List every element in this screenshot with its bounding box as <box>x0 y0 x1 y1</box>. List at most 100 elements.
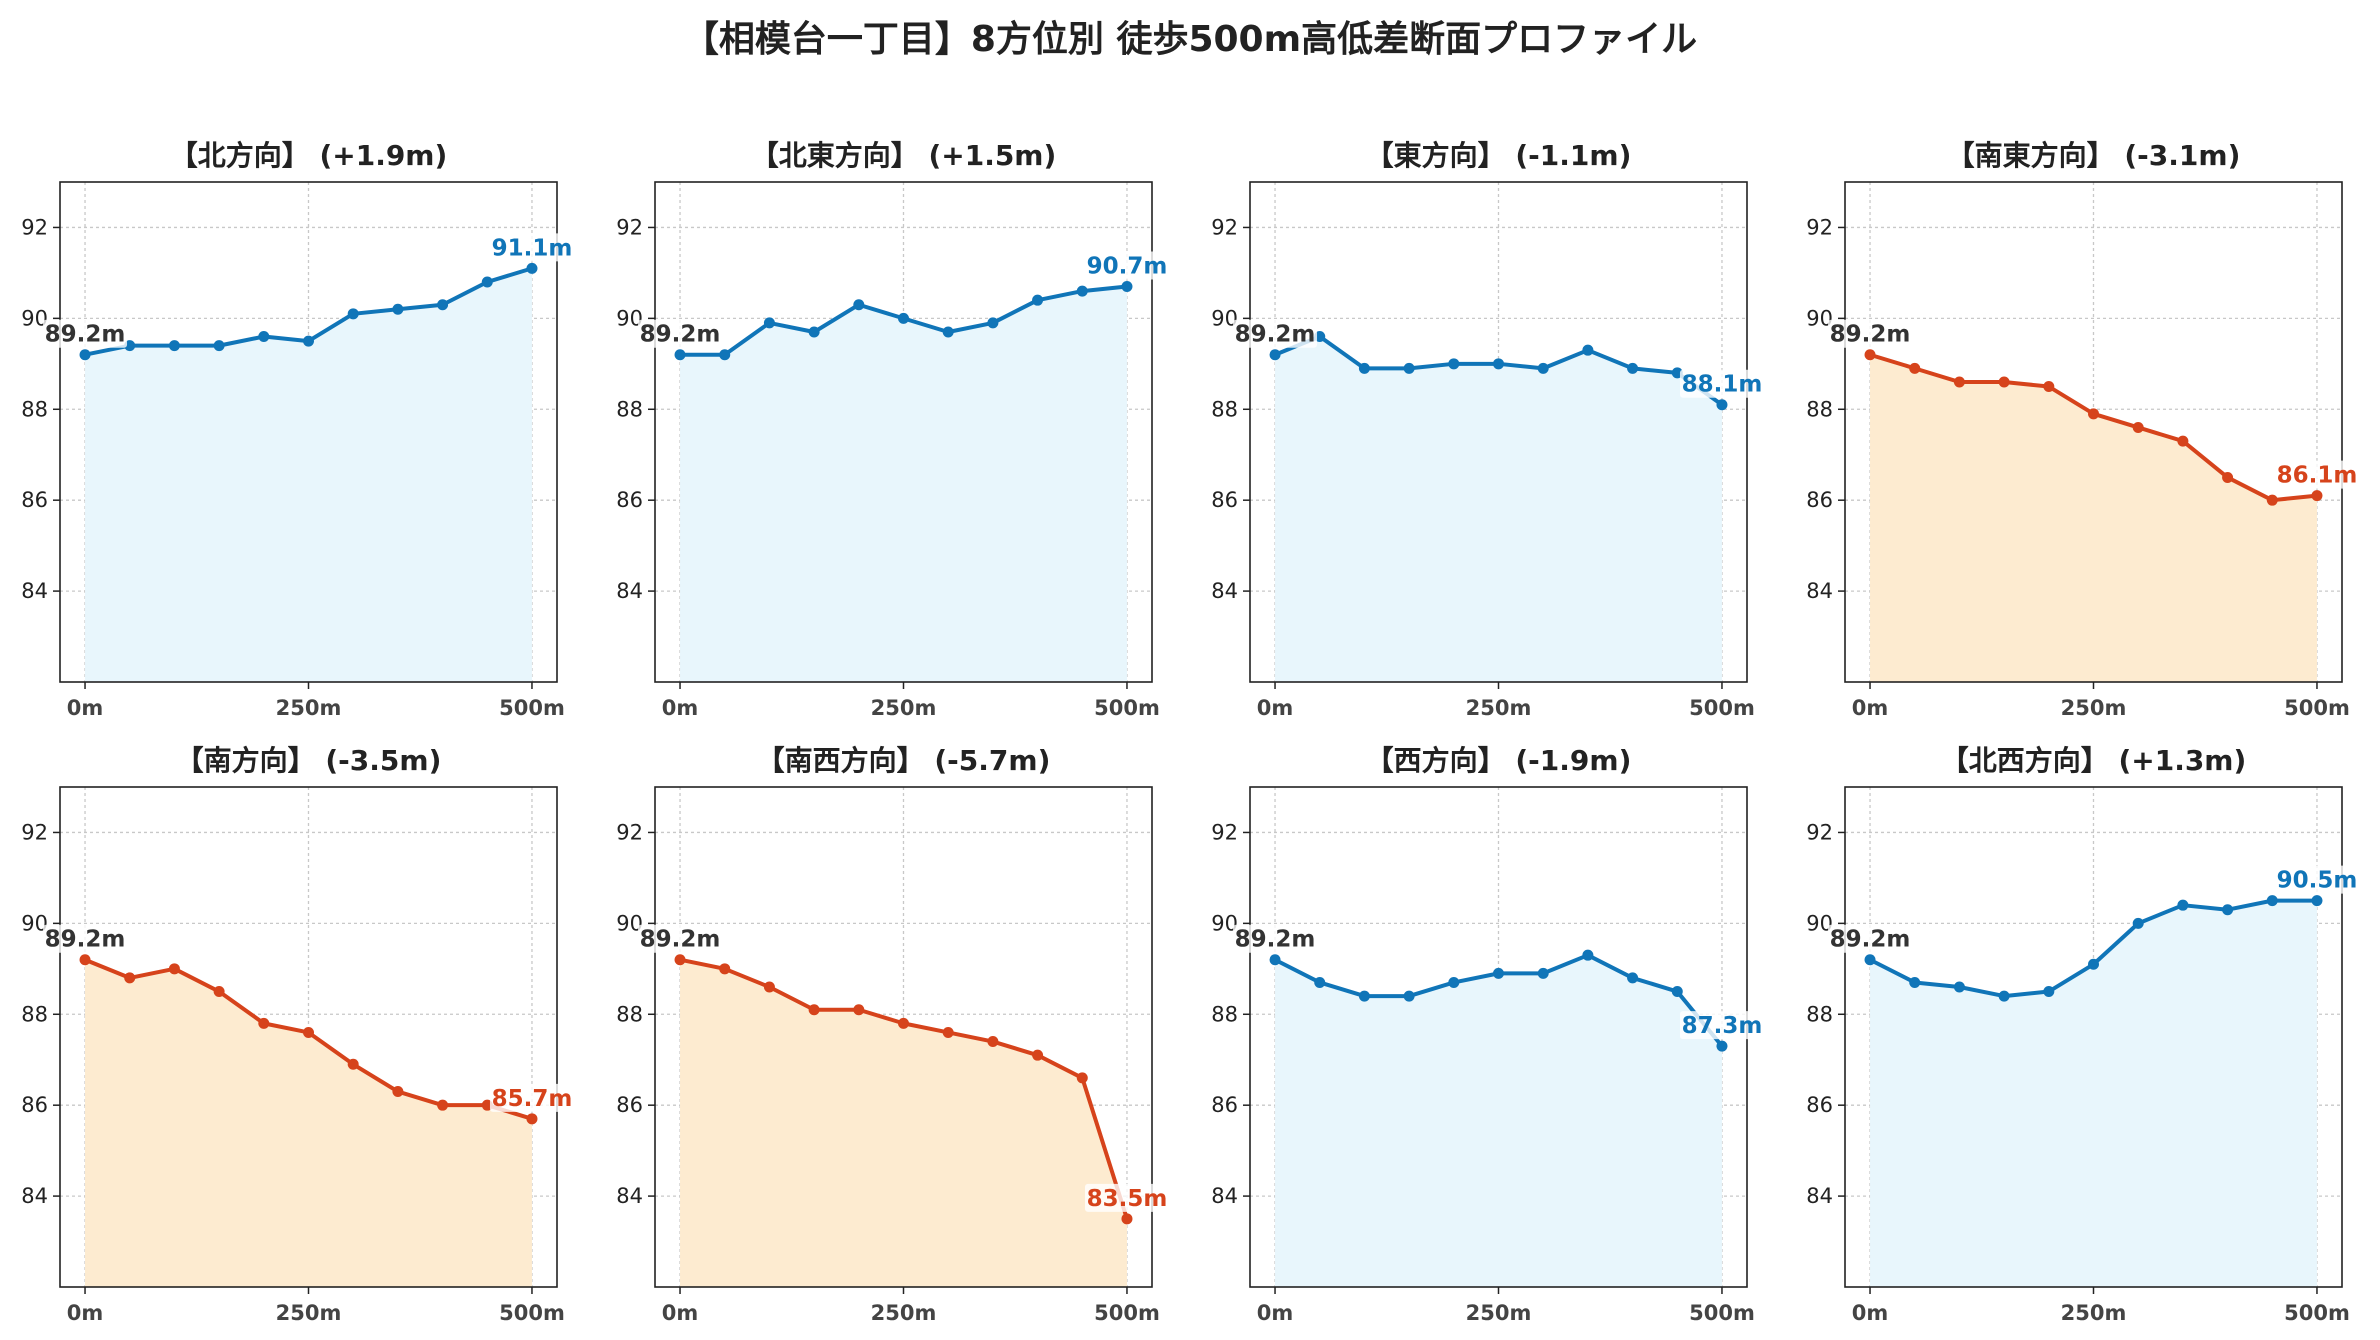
x-tick-label: 250m <box>871 1301 937 1325</box>
data-point <box>2177 435 2189 447</box>
x-tick-label: 500m <box>1689 1301 1755 1325</box>
data-point <box>1909 976 1921 988</box>
start-value-label: 89.2m <box>1235 322 1316 348</box>
x-tick-label: 0m <box>1257 696 1294 720</box>
x-tick-label: 0m <box>662 696 699 720</box>
y-tick-label: 86 <box>21 1093 48 1117</box>
x-tick-label: 0m <box>1257 1301 1294 1325</box>
y-tick-label: 92 <box>1806 820 1833 844</box>
end-value-label: 90.7m <box>1087 254 1168 280</box>
end-label-bg <box>489 1083 574 1112</box>
x-tick-label: 0m <box>67 1301 104 1325</box>
y-tick-label: 92 <box>1211 215 1238 239</box>
data-point <box>1032 294 1044 306</box>
area-fill <box>1870 900 2317 1287</box>
data-point <box>2132 421 2144 433</box>
subplot-title: 【北東方向】 (+1.5m) <box>751 139 1057 172</box>
end-label-bg <box>489 233 574 262</box>
data-point <box>2266 494 2278 506</box>
data-point <box>347 1058 359 1070</box>
y-tick-label: 84 <box>21 1184 48 1208</box>
data-point <box>1627 972 1639 984</box>
data-point <box>1953 376 1965 388</box>
data-point <box>2043 381 2055 393</box>
y-tick-label: 88 <box>1806 1002 1833 1026</box>
data-point <box>898 312 909 324</box>
y-tick-label: 86 <box>616 488 643 512</box>
x-tick-label: 500m <box>1094 1301 1160 1325</box>
data-point <box>1032 1049 1044 1061</box>
x-tick-label: 500m <box>2284 696 2350 720</box>
y-tick-label: 84 <box>616 579 643 603</box>
x-tick-label: 250m <box>1466 1301 1532 1325</box>
x-tick-label: 250m <box>276 696 342 720</box>
y-tick-label: 84 <box>1806 1184 1833 1208</box>
data-point <box>258 1017 270 1029</box>
data-point <box>1076 285 1088 297</box>
subplot-title: 【北方向】 (+1.9m) <box>170 139 448 172</box>
data-point <box>719 963 731 975</box>
data-point <box>1358 362 1370 374</box>
y-tick-label: 84 <box>1806 579 1833 603</box>
data-point <box>1864 349 1876 361</box>
data-point <box>942 326 954 338</box>
x-tick-label: 250m <box>276 1301 342 1325</box>
data-point <box>392 1086 404 1098</box>
area-fill <box>85 268 532 682</box>
start-label-bg <box>638 924 723 953</box>
area-fill <box>680 959 1127 1287</box>
end-label-bg <box>1679 1011 1764 1040</box>
end-value-label: 83.5m <box>1087 1186 1168 1212</box>
y-tick-label: 92 <box>1211 820 1238 844</box>
x-tick-label: 0m <box>662 1301 699 1325</box>
data-point <box>987 1036 999 1048</box>
start-label-bg <box>1233 924 1318 953</box>
y-tick-label: 88 <box>616 397 643 421</box>
data-point <box>303 335 314 347</box>
data-point <box>1403 362 1415 374</box>
y-tick-label: 92 <box>616 215 643 239</box>
start-label-bg <box>1828 319 1913 348</box>
data-point <box>1448 976 1460 988</box>
start-value-label: 89.2m <box>1235 927 1316 953</box>
data-point <box>124 972 136 984</box>
y-tick-label: 86 <box>1806 1093 1833 1117</box>
data-point <box>1121 281 1133 293</box>
y-tick-label: 86 <box>1211 488 1238 512</box>
start-label-bg <box>43 924 128 953</box>
end-value-label: 90.5m <box>2277 868 2358 894</box>
data-point <box>674 954 686 966</box>
end-label-bg <box>2274 460 2359 489</box>
data-point <box>168 340 180 352</box>
data-point <box>258 331 270 343</box>
data-point <box>1448 358 1460 370</box>
start-label-bg <box>1233 319 1318 348</box>
data-point <box>2043 986 2055 998</box>
subplot-title: 【北西方向】 (+1.3m) <box>1941 744 2247 777</box>
subplot-title: 【東方向】 (-1.1m) <box>1366 139 1632 172</box>
subplot-title: 【南西方向】 (-5.7m) <box>757 744 1051 777</box>
data-point <box>437 299 449 311</box>
x-tick-label: 500m <box>2284 1301 2350 1325</box>
data-point <box>79 349 91 361</box>
start-label-bg <box>1828 924 1913 953</box>
x-tick-label: 500m <box>1689 696 1755 720</box>
data-point <box>1716 399 1728 411</box>
data-point <box>1121 1213 1133 1225</box>
area-fill <box>680 286 1127 682</box>
data-point <box>1537 967 1549 979</box>
data-point <box>526 1113 538 1125</box>
data-point <box>898 1017 909 1029</box>
start-value-label: 89.2m <box>640 927 721 953</box>
area-fill <box>1275 336 1722 682</box>
data-point <box>1314 976 1326 988</box>
end-label-bg <box>1084 251 1169 280</box>
end-label-bg <box>2274 865 2359 894</box>
data-point <box>1671 986 1683 998</box>
